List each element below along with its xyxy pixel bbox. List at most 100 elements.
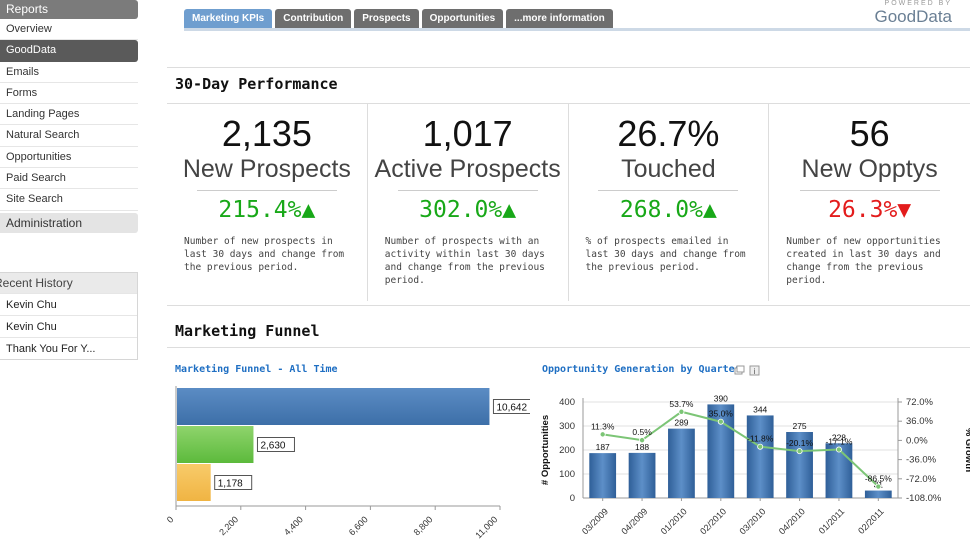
kpi-change: 26.3%▼ [828,197,912,223]
kpi-rule [598,190,739,191]
growth-label: -20.1% [786,438,813,448]
kpi-rule [799,190,940,191]
opp-bar-label: 188 [635,442,649,452]
growth-point [835,446,842,453]
opp-y2-tick-label: 0.0% [906,435,928,446]
opportunity-chart-title: Opportunity Generation by Quarter [542,364,741,375]
export-icon-back [736,365,745,373]
sidebar-item-emails[interactable]: Emails [0,62,138,83]
growth-line [602,410,879,488]
sidebar-item-landing-pages[interactable]: Landing Pages [0,104,138,126]
sidebar-item-forms[interactable]: Forms [0,83,138,105]
tab-marketing-kpis[interactable]: Marketing KPIs [184,9,273,28]
opp-y2-axis-title: % Growth [963,428,970,473]
kpi-value: 26.7% [617,113,720,154]
opp-y-tick-label: 0 [570,493,575,504]
dashboard-tabs: Marketing KPIs Contribution Prospects Op… [184,9,613,29]
funnel-x-tick-label: 11,000 [473,514,499,540]
funnel-bar [177,426,254,463]
divider [167,103,970,104]
opp-y2-tick-label: 72.0% [906,397,933,408]
opp-bar [589,453,617,498]
opp-bar-label: 228 [832,432,846,442]
funnel-data-label-box [214,475,253,490]
kpi-value: 56 [849,113,890,154]
opp-x-tick-label: 04/2010 [777,506,807,536]
recent-history-panel: Recent History Kevin Chu Kevin Chu Thank… [0,272,138,360]
funnel-data-label-box [492,399,530,414]
opp-y2-tick-label: -108.0% [906,493,942,504]
opp-y-tick-label: 300 [559,421,575,432]
sidebar-item-natural-search[interactable]: Natural Search [0,125,138,147]
opp-x-tick-label: 03/2010 [738,506,768,536]
opp-x-tick-label: 04/2009 [619,506,649,536]
kpi-new-opptys: 56 New Opptys 26.3%▼ Number of new oppor… [769,104,970,301]
growth-label: -86.5% [865,474,892,484]
tab-prospects[interactable]: Prospects [354,9,419,28]
kpi-active-prospects: 1,017 Active Prospects 302.0%▲ Number of… [368,104,569,301]
info-icon[interactable] [749,365,760,376]
kpi-rule [196,190,337,191]
growth-label: 53.7% [669,399,694,409]
growth-point [678,408,685,415]
chart-toolbar: i [734,365,760,376]
sidebar: Reports Overview GoodData Emails Forms L… [0,0,138,545]
funnel-chart-title: Marketing Funnel - All Time [175,364,338,375]
kpi-label: Active Prospects [374,155,561,183]
tabs-underline [184,28,970,31]
opp-bar-label: 390 [714,393,728,403]
tab-opportunities[interactable]: Opportunities [421,9,504,28]
recent-history-item[interactable]: Kevin Chu [0,315,137,337]
kpi-value: 1,017 [422,113,513,154]
opp-bar [786,432,813,498]
growth-label: 11.3% [591,421,615,431]
kpi-description: Number of new opportunities created in l… [786,236,941,286]
kpi-change: 268.0%▲ [619,197,717,223]
tab-contribution[interactable]: Contribution [275,9,352,28]
opp-y-tick-label: 400 [559,397,575,408]
recent-history-header: Recent History [0,273,137,293]
opp-bar [746,415,774,498]
tab-more-information[interactable]: ...more information [506,9,613,28]
opportunity-chart: 0 100 200 300 400 72.0% 36.0% 0.0% -36.0% -72.0% -… [540,393,970,536]
gooddata-logo: POWERED BY GoodData [875,0,953,26]
sidebar-reports-header[interactable]: Reports [0,0,138,19]
opp-y2-tick-label: -36.0% [906,455,937,466]
kpi-description: Number of prospects with an activity wit… [384,236,545,286]
divider [167,347,970,348]
divider [167,305,970,306]
recent-history-item[interactable]: Kevin Chu [0,293,137,315]
divider [167,67,970,68]
growth-label: 0.5% [632,427,652,437]
growth-point [717,418,724,425]
opp-bar-label: 275 [792,421,806,431]
growth-point [875,483,882,490]
growth-point [757,443,764,450]
sidebar-item-opportunities[interactable]: Opportunities [0,147,138,169]
kpi-label: New Opptys [801,155,938,183]
recent-history-item[interactable]: Thank You For Y... [0,337,137,359]
sidebar-administration[interactable]: Administration [0,212,138,233]
kpi-label: New Prospects [182,155,351,183]
sidebar-item-site-search[interactable]: Site Search [0,189,138,211]
sidebar-item-paid-search[interactable]: Paid Search [0,168,138,190]
funnel-data-label: 1,178 [218,479,243,490]
logo-powered-by: POWERED BY [884,0,952,7]
kpi-row: 2,135 New Prospects 215.4%▲ Number of ne… [167,104,970,301]
opp-y-axis-title: # Opportunities [540,415,551,485]
funnel-bar [177,388,490,425]
logo-brand: GoodData [874,7,953,26]
kpi-description: Number of new prospects in last 30 days … [184,236,345,273]
funnel-data-label: 2,630 [260,441,285,452]
sidebar-item-gooddata[interactable]: GoodData [0,40,138,62]
funnel-x-tick-label: 0 [165,514,176,525]
opp-x-tick-label: 03/2009 [580,506,610,536]
opp-bar-label: 344 [753,404,767,414]
kpi-description: % of prospects emailed in last 30 days a… [585,236,746,273]
opp-bar-label: 289 [674,418,688,428]
opp-y-tick-label: 200 [559,445,575,456]
info-icon-glyph: i [754,367,756,376]
opp-x-tick-label: 02/2011 [856,506,886,536]
funnel-bar [177,464,211,501]
sidebar-item-overview[interactable]: Overview [0,19,138,41]
